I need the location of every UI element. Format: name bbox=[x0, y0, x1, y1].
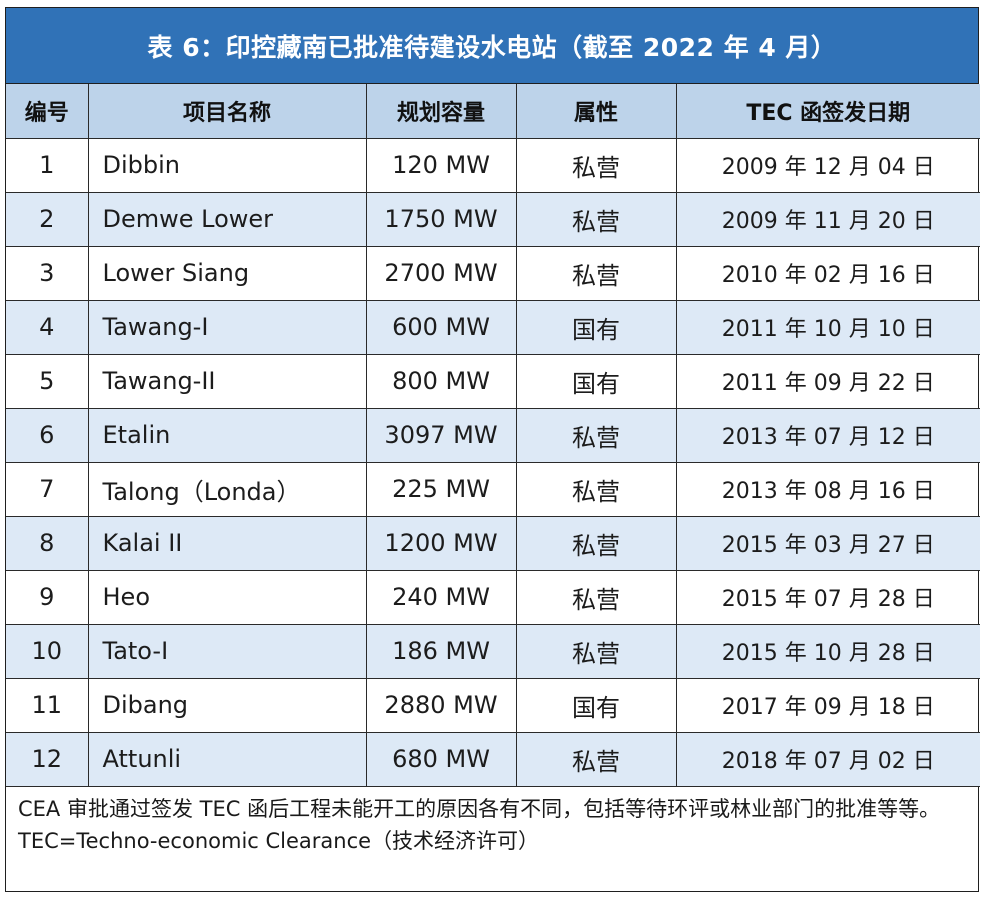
cell-date: 2011 年 09 月 22 日 bbox=[676, 354, 980, 409]
cell-no: 7 bbox=[6, 462, 89, 517]
cell-date: 2011 年 10 月 10 日 bbox=[676, 300, 980, 355]
cell-capacity: 3097 MW bbox=[366, 408, 517, 463]
cell-capacity: 680 MW bbox=[366, 732, 517, 787]
cell-name: Dibbin bbox=[88, 138, 367, 193]
cell-attribute: 私营 bbox=[516, 516, 677, 571]
cell-capacity: 2880 MW bbox=[366, 678, 517, 733]
cell-capacity: 186 MW bbox=[366, 624, 517, 679]
cell-no: 11 bbox=[6, 678, 89, 733]
cell-capacity: 2700 MW bbox=[366, 246, 517, 301]
cell-attribute: 国有 bbox=[516, 678, 677, 733]
cell-date: 2015 年 03 月 27 日 bbox=[676, 516, 980, 571]
cell-no: 2 bbox=[6, 192, 89, 247]
cell-name: Demwe Lower bbox=[88, 192, 367, 247]
cell-no: 8 bbox=[6, 516, 89, 571]
cell-capacity: 1750 MW bbox=[366, 192, 517, 247]
cell-no: 5 bbox=[6, 354, 89, 409]
cell-attribute: 私营 bbox=[516, 246, 677, 301]
cell-name: Attunli bbox=[88, 732, 367, 787]
cell-capacity: 120 MW bbox=[366, 138, 517, 193]
table-row: 12 Attunli 680 MW 私营 2018 年 07 月 02 日 bbox=[6, 732, 980, 787]
cell-date: 2009 年 11 月 20 日 bbox=[676, 192, 980, 247]
cell-name: Dibang bbox=[88, 678, 367, 733]
table-notes: CEA 审批通过签发 TEC 函后工程未能开工的原因各有不同，包括等待环评或林业… bbox=[6, 787, 978, 857]
cell-no: 1 bbox=[6, 138, 89, 193]
cell-name: Tato-I bbox=[88, 624, 367, 679]
cell-attribute: 私营 bbox=[516, 408, 677, 463]
cell-attribute: 国有 bbox=[516, 300, 677, 355]
cell-name: Heo bbox=[88, 570, 367, 625]
cell-no: 9 bbox=[6, 570, 89, 625]
cell-name: Etalin bbox=[88, 408, 367, 463]
table-row: 5 Tawang-II 800 MW 国有 2011 年 09 月 22 日 bbox=[6, 354, 980, 409]
note-tec-definition: TEC=Techno-economic Clearance（技术经济许可） bbox=[18, 828, 540, 853]
table-row: 9 Heo 240 MW 私营 2015 年 07 月 28 日 bbox=[6, 570, 980, 625]
cell-no: 10 bbox=[6, 624, 89, 679]
column-header-name: 项目名称 bbox=[88, 84, 367, 139]
table-row: 3 Lower Siang 2700 MW 私营 2010 年 02 月 16 … bbox=[6, 246, 980, 301]
cell-attribute: 私营 bbox=[516, 624, 677, 679]
cell-name: Lower Siang bbox=[88, 246, 367, 301]
column-header-no: 编号 bbox=[6, 84, 89, 139]
table-row: 8 Kalai II 1200 MW 私营 2015 年 03 月 27 日 bbox=[6, 516, 980, 571]
table-row: 4 Tawang-I 600 MW 国有 2011 年 10 月 10 日 bbox=[6, 300, 980, 355]
column-header-capacity: 规划容量 bbox=[366, 84, 517, 139]
cell-attribute: 私营 bbox=[516, 732, 677, 787]
cell-no: 4 bbox=[6, 300, 89, 355]
cell-date: 2013 年 07 月 12 日 bbox=[676, 408, 980, 463]
header-row: 编号 项目名称 规划容量 属性 TEC 函签发日期 bbox=[6, 84, 980, 139]
cell-capacity: 240 MW bbox=[366, 570, 517, 625]
cell-no: 6 bbox=[6, 408, 89, 463]
data-table: 编号 项目名称 规划容量 属性 TEC 函签发日期 1 Dibbin 120 M… bbox=[6, 84, 980, 787]
table-row: 6 Etalin 3097 MW 私营 2013 年 07 月 12 日 bbox=[6, 408, 980, 463]
cell-date: 2013 年 08 月 16 日 bbox=[676, 462, 980, 517]
table-row: 10 Tato-I 186 MW 私营 2015 年 10 月 28 日 bbox=[6, 624, 980, 679]
cell-attribute: 国有 bbox=[516, 354, 677, 409]
cell-date: 2017 年 09 月 18 日 bbox=[676, 678, 980, 733]
cell-name: Talong（Londa） bbox=[88, 462, 367, 517]
column-header-tec-date: TEC 函签发日期 bbox=[676, 84, 980, 139]
table-row: 11 Dibang 2880 MW 国有 2017 年 09 月 18 日 bbox=[6, 678, 980, 733]
cell-capacity: 1200 MW bbox=[366, 516, 517, 571]
cell-capacity: 225 MW bbox=[366, 462, 517, 517]
table-title: 表 6：印控藏南已批准待建设水电站（截至 2022 年 4 月） bbox=[6, 8, 978, 84]
table-document: 表 6：印控藏南已批准待建设水电站（截至 2022 年 4 月） 编号 项目名称… bbox=[5, 7, 980, 892]
table-row: 2 Demwe Lower 1750 MW 私营 2009 年 11 月 20 … bbox=[6, 192, 980, 247]
cell-name: Tawang-II bbox=[88, 354, 367, 409]
cell-name: Kalai II bbox=[88, 516, 367, 571]
cell-attribute: 私营 bbox=[516, 192, 677, 247]
cell-date: 2018 年 07 月 02 日 bbox=[676, 732, 980, 787]
cell-date: 2015 年 07 月 28 日 bbox=[676, 570, 980, 625]
cell-date: 2015 年 10 月 28 日 bbox=[676, 624, 980, 679]
cell-attribute: 私营 bbox=[516, 138, 677, 193]
table-row: 1 Dibbin 120 MW 私营 2009 年 12 月 04 日 bbox=[6, 138, 980, 193]
note-reasons: CEA 审批通过签发 TEC 函后工程未能开工的原因各有不同，包括等待环评或林业… bbox=[18, 796, 941, 821]
cell-capacity: 600 MW bbox=[366, 300, 517, 355]
cell-capacity: 800 MW bbox=[366, 354, 517, 409]
cell-attribute: 私营 bbox=[516, 570, 677, 625]
cell-date: 2009 年 12 月 04 日 bbox=[676, 138, 980, 193]
table-row: 7 Talong（Londa） 225 MW 私营 2013 年 08 月 16… bbox=[6, 462, 980, 517]
cell-name: Tawang-I bbox=[88, 300, 367, 355]
cell-no: 12 bbox=[6, 732, 89, 787]
cell-no: 3 bbox=[6, 246, 89, 301]
cell-attribute: 私营 bbox=[516, 462, 677, 517]
column-header-attribute: 属性 bbox=[516, 84, 677, 139]
cell-date: 2010 年 02 月 16 日 bbox=[676, 246, 980, 301]
